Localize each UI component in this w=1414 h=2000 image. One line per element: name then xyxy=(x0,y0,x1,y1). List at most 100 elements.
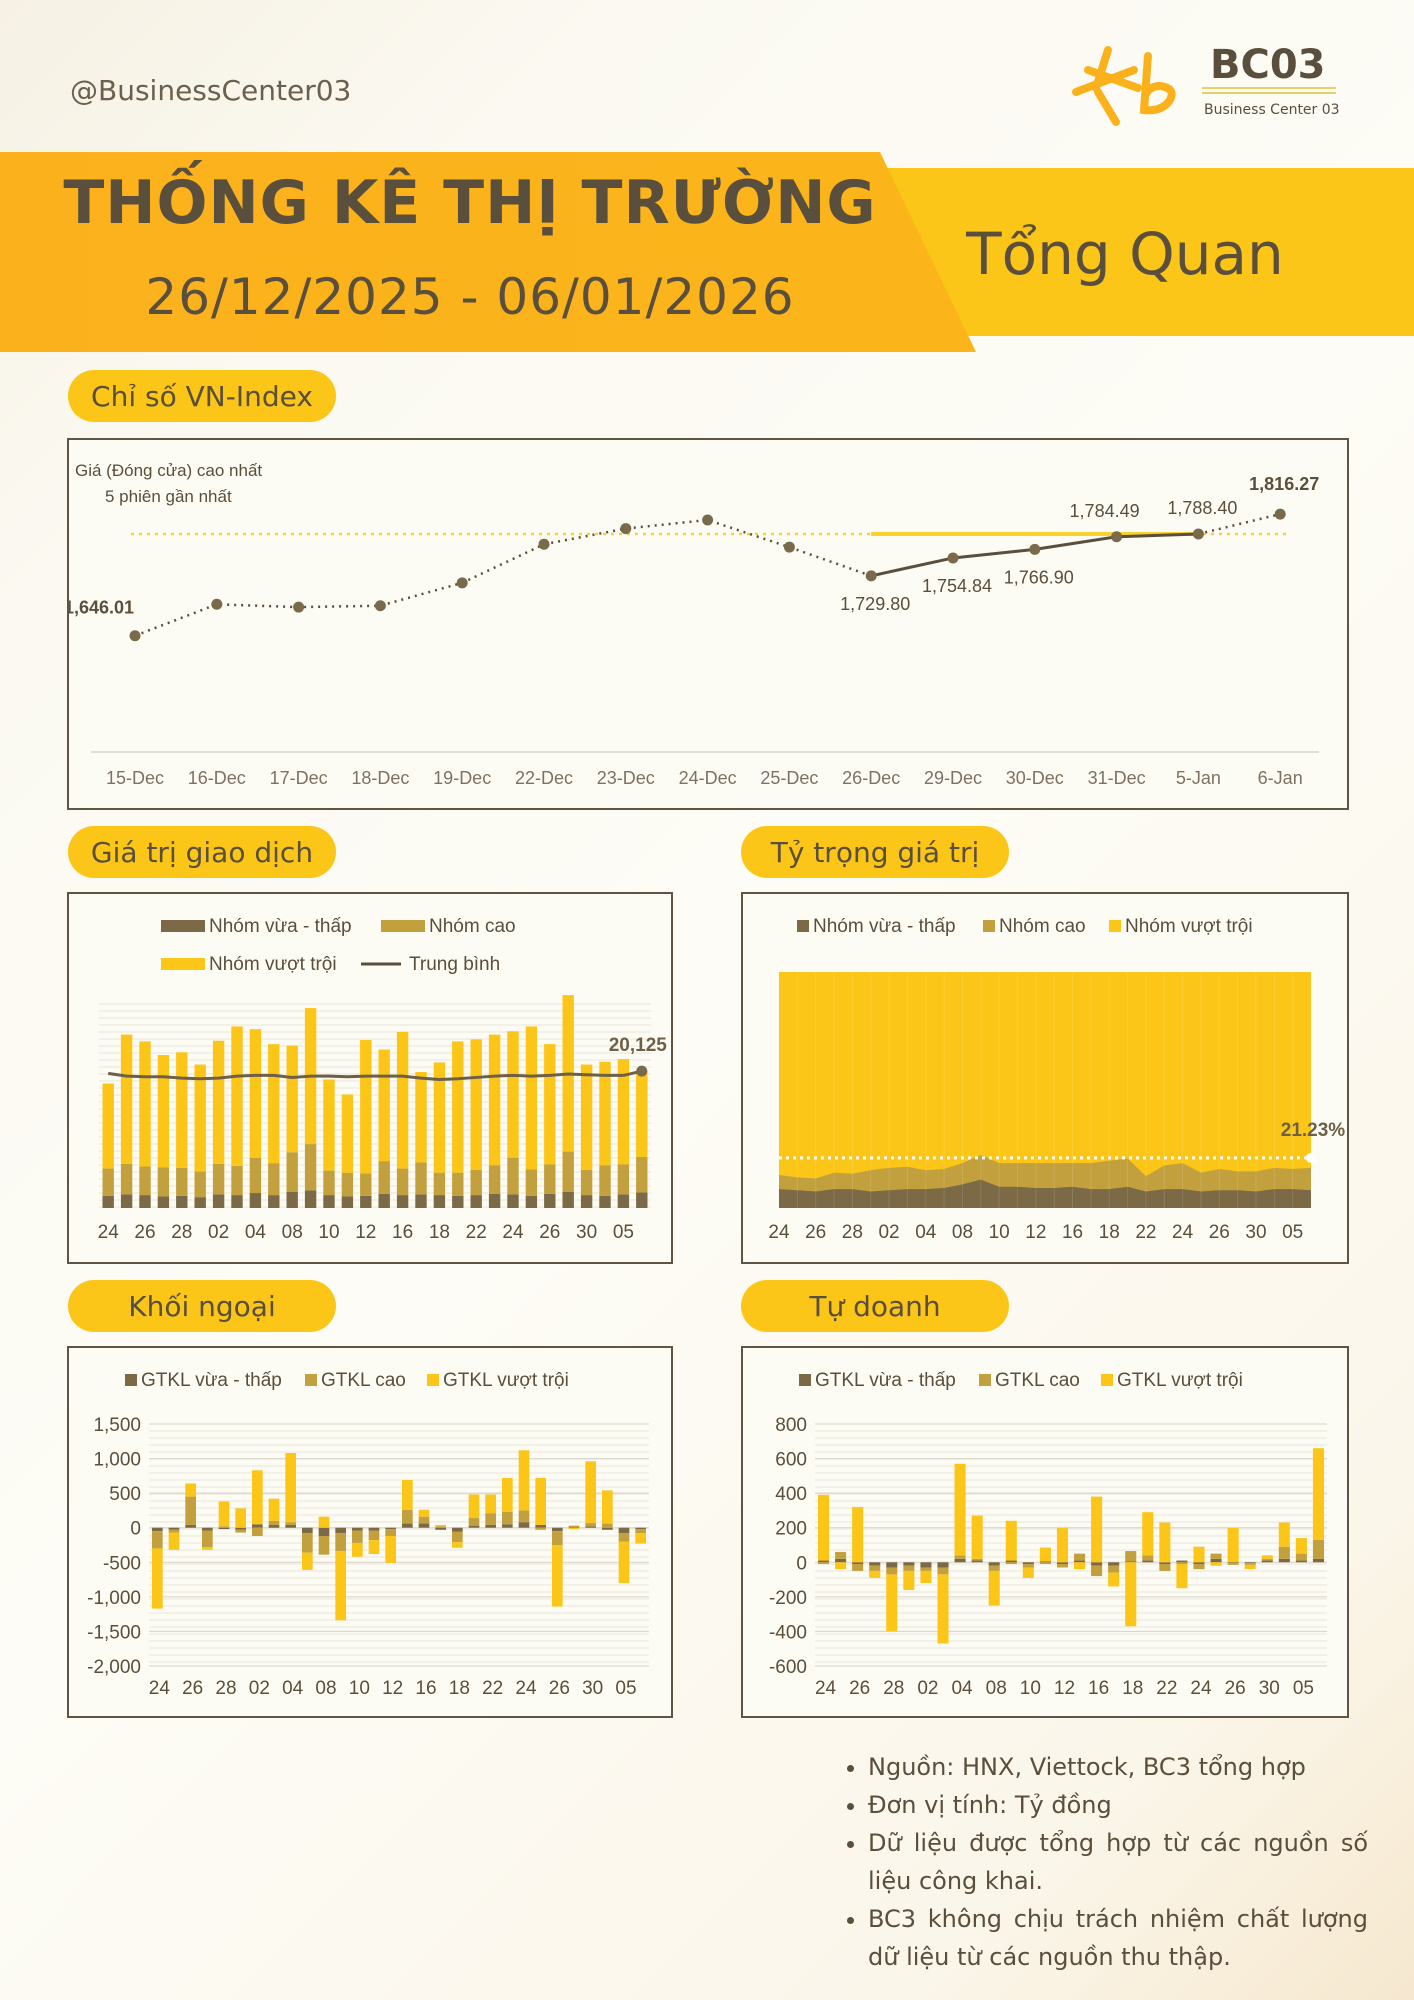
bar-segment xyxy=(468,1494,480,1519)
vnindex-chart-panel: Giá (Đóng cửa) cao nhất 5 phiên gần nhất 1… xyxy=(67,438,1349,810)
bar-segment xyxy=(102,1168,114,1196)
x-tick-label: 12 xyxy=(382,1678,403,1699)
y-tick-label: -400 xyxy=(769,1622,807,1643)
bar-segment xyxy=(302,1527,313,1534)
x-tick-label: 26 xyxy=(1225,1678,1246,1699)
legend-label: GTKL vượt trội xyxy=(443,1370,569,1391)
bar-segment xyxy=(368,1540,380,1554)
bar-segment xyxy=(360,1040,372,1174)
bar-segment xyxy=(212,1194,225,1208)
bar-segment xyxy=(378,1161,390,1194)
bar-segment xyxy=(252,1527,263,1537)
x-tick-label: 26 xyxy=(549,1678,570,1699)
bar-segment xyxy=(378,1193,390,1208)
legend-label: Nhóm vừa - thấp xyxy=(813,916,956,937)
bar-segment xyxy=(544,1164,556,1194)
bar-segment xyxy=(1193,1564,1205,1570)
bar-segment xyxy=(468,1518,480,1526)
bar-segment xyxy=(1022,1562,1034,1565)
bar-segment xyxy=(185,1524,196,1528)
bar-segment xyxy=(580,1169,593,1196)
bar-segment xyxy=(235,1527,246,1530)
bar-segment xyxy=(971,1515,983,1559)
bar-segment xyxy=(218,1527,230,1530)
bar-segment xyxy=(886,1574,898,1632)
legend-swatch xyxy=(161,958,205,970)
bar-segment xyxy=(525,1169,538,1196)
x-tick-label: 26 xyxy=(849,1678,870,1699)
bar-segment xyxy=(937,1567,949,1575)
data-label: 1,754.84 xyxy=(922,576,992,596)
x-tick-label: 26 xyxy=(539,1222,560,1243)
data-label: 1,788.40 xyxy=(1167,498,1237,518)
legend-label: Nhóm cao xyxy=(429,916,516,937)
bar-segment xyxy=(954,1463,966,1556)
bar-segment xyxy=(218,1501,230,1527)
x-tick-label: 5-Jan xyxy=(1176,768,1221,788)
bar-segment xyxy=(636,1157,648,1193)
bar-segment xyxy=(212,1163,225,1195)
x-tick-label: 28 xyxy=(842,1222,863,1243)
x-tick-label: 24 xyxy=(515,1678,537,1699)
bar-segment xyxy=(852,1506,864,1563)
bar-segment xyxy=(218,1526,230,1528)
bar-segment xyxy=(602,1527,613,1530)
x-tick-label: 22 xyxy=(466,1222,487,1243)
y-tick-label: 800 xyxy=(775,1415,807,1436)
x-tick-label: 30 xyxy=(1245,1222,1266,1243)
bar-segment xyxy=(318,1536,330,1555)
bar-segment xyxy=(635,1533,646,1544)
foreign-chart-panel: 1,500 1,000 500 0 -500 -1,000 -1,500 -2,000 GTKL… xyxy=(67,1346,673,1718)
bar-segment xyxy=(568,1525,580,1528)
bar-segment xyxy=(368,1527,380,1531)
bar-segment xyxy=(1176,1564,1188,1589)
legend-swatch xyxy=(161,920,205,932)
bar-segment xyxy=(488,1193,501,1208)
data-label: 1,646.01 xyxy=(69,598,134,618)
bar-segment xyxy=(1022,1564,1034,1568)
x-tick-label: 30-Dec xyxy=(1006,768,1064,788)
x-tick-label: 29-Dec xyxy=(924,768,982,788)
bar-segment xyxy=(518,1522,530,1528)
bar-segment xyxy=(988,1562,1000,1566)
bar-segment xyxy=(920,1567,932,1571)
bar-segment xyxy=(1278,1522,1290,1547)
series-line xyxy=(134,518,872,637)
bar-segment xyxy=(157,1167,170,1197)
bar-segment xyxy=(920,1570,932,1584)
bar-segment xyxy=(580,1195,593,1208)
x-tick-label: 28 xyxy=(215,1678,236,1699)
bar-segment xyxy=(415,1072,427,1163)
bar-segment xyxy=(835,1562,847,1570)
bar-segment xyxy=(304,1190,317,1208)
data-label: 20,125 xyxy=(609,1035,668,1056)
value-bar-chart: Nhóm vừa - thấp Nhóm cao Nhóm vượt trội Tru… xyxy=(98,916,668,1243)
bar-segment xyxy=(452,1195,464,1208)
bar-segment xyxy=(568,1527,580,1530)
bar-segment xyxy=(1159,1562,1171,1565)
share-area-chart: Nhóm vừa - thấp Nhóm cao Nhóm vượt trội 21.… xyxy=(768,916,1346,1243)
bar-segment xyxy=(544,1044,556,1165)
bar-segment xyxy=(1193,1546,1205,1563)
x-tick-label: 16-Dec xyxy=(188,768,246,788)
bar-segment xyxy=(1261,1560,1273,1563)
x-tick-label: 05 xyxy=(1293,1678,1314,1699)
y-tick-label: 0 xyxy=(796,1553,807,1574)
bar-segment xyxy=(335,1527,346,1534)
bar-segment xyxy=(318,1516,330,1528)
x-tick-label: 18 xyxy=(1099,1222,1120,1243)
share-chart-panel: Nhóm vừa - thấp Nhóm cao Nhóm vượt trội 21.… xyxy=(741,892,1349,1264)
legend-swatch xyxy=(427,1374,439,1386)
bar-segment xyxy=(1005,1520,1017,1561)
x-tick-label: 17-Dec xyxy=(270,768,328,788)
bar-segment xyxy=(1091,1565,1103,1577)
data-label: 21.23% xyxy=(1281,1120,1346,1141)
bar-segment xyxy=(1295,1553,1307,1561)
bar-segment xyxy=(920,1562,932,1568)
bar-segment xyxy=(378,1049,390,1162)
bar-segment xyxy=(139,1166,151,1196)
bar-segment xyxy=(1176,1560,1188,1563)
bar-segment xyxy=(1039,1561,1051,1563)
x-tick-label: 12 xyxy=(355,1222,376,1243)
bar-segment xyxy=(617,1164,630,1195)
